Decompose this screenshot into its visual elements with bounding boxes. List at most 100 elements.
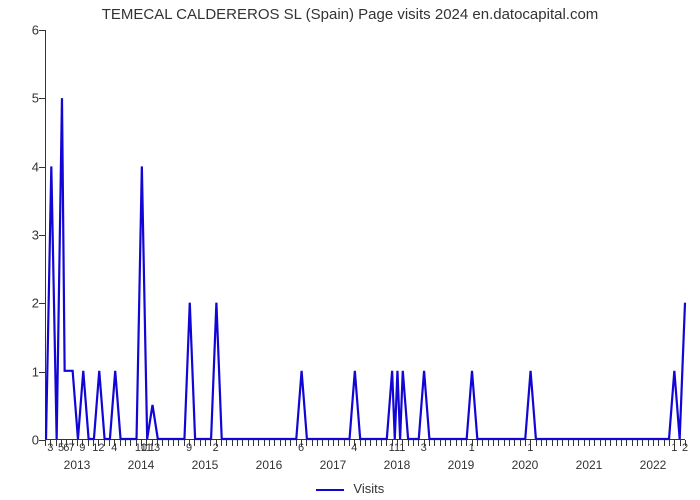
- x-minor-tick: [296, 440, 297, 446]
- x-minor-tick: [557, 440, 558, 446]
- x-minor-tick: [605, 440, 606, 446]
- x-point-label: 7: [69, 442, 75, 454]
- x-minor-tick: [130, 440, 131, 446]
- x-minor-tick: [285, 440, 286, 446]
- x-minor-tick: [514, 440, 515, 446]
- x-minor-tick: [600, 440, 601, 446]
- x-point-label: 1: [527, 442, 533, 454]
- x-minor-tick: [498, 440, 499, 446]
- y-tick-label: 2: [32, 296, 39, 311]
- x-minor-tick: [381, 440, 382, 446]
- x-point-label: 2: [682, 442, 688, 454]
- x-year-label: 2018: [384, 458, 411, 472]
- x-minor-tick: [77, 440, 78, 446]
- x-minor-tick: [418, 440, 419, 446]
- x-year-label: 2020: [512, 458, 539, 472]
- x-minor-tick: [445, 440, 446, 446]
- x-minor-tick: [408, 440, 409, 446]
- x-year-label: 2014: [128, 458, 155, 472]
- x-minor-tick: [338, 440, 339, 446]
- x-minor-tick: [642, 440, 643, 446]
- x-point-label: 9: [186, 442, 192, 454]
- y-tick-label: 1: [32, 364, 39, 379]
- x-minor-tick: [109, 440, 110, 446]
- x-point-label: 1: [671, 442, 677, 454]
- line-svg: [46, 30, 685, 439]
- x-minor-tick: [205, 440, 206, 446]
- x-minor-tick: [456, 440, 457, 446]
- x-point-label: 3: [421, 442, 427, 454]
- x-minor-tick: [194, 440, 195, 446]
- x-minor-tick: [509, 440, 510, 446]
- x-minor-tick: [258, 440, 259, 446]
- x-minor-tick: [376, 440, 377, 446]
- x-minor-tick: [125, 440, 126, 446]
- visits-line-chart: TEMECAL CALDEREROS SL (Spain) Page visit…: [0, 0, 700, 500]
- x-minor-tick: [584, 440, 585, 446]
- x-minor-tick: [237, 440, 238, 446]
- x-minor-tick: [493, 440, 494, 446]
- x-minor-tick: [562, 440, 563, 446]
- x-minor-tick: [306, 440, 307, 446]
- legend: Visits: [0, 481, 700, 496]
- y-tick-label: 0: [32, 433, 39, 448]
- x-year-label: 2015: [192, 458, 219, 472]
- x-year-label: 2016: [256, 458, 283, 472]
- legend-label: Visits: [353, 481, 384, 496]
- y-tick-label: 3: [32, 228, 39, 243]
- x-minor-tick: [242, 440, 243, 446]
- x-minor-tick: [210, 440, 211, 446]
- x-minor-tick: [658, 440, 659, 446]
- x-minor-tick: [632, 440, 633, 446]
- x-minor-tick: [520, 440, 521, 446]
- x-point-label: 6: [298, 442, 304, 454]
- x-minor-tick: [568, 440, 569, 446]
- y-tick: [39, 30, 45, 31]
- x-minor-tick: [349, 440, 350, 446]
- x-minor-tick: [434, 440, 435, 446]
- x-minor-tick: [616, 440, 617, 446]
- x-minor-tick: [429, 440, 430, 446]
- x-minor-tick: [440, 440, 441, 446]
- x-minor-tick: [573, 440, 574, 446]
- x-minor-tick: [648, 440, 649, 446]
- x-minor-tick: [226, 440, 227, 446]
- x-point-label: 3: [47, 442, 53, 454]
- x-minor-tick: [328, 440, 329, 446]
- x-minor-tick: [461, 440, 462, 446]
- plot-area: [45, 30, 685, 440]
- x-minor-tick: [482, 440, 483, 446]
- x-minor-tick: [589, 440, 590, 446]
- x-minor-tick: [626, 440, 627, 446]
- x-minor-tick: [248, 440, 249, 446]
- x-minor-tick: [56, 440, 57, 446]
- x-minor-tick: [269, 440, 270, 446]
- x-minor-tick: [680, 440, 681, 446]
- x-minor-tick: [45, 440, 46, 446]
- x-point-label: 9: [79, 442, 85, 454]
- x-point-label: 3: [154, 442, 160, 454]
- x-minor-tick: [280, 440, 281, 446]
- x-minor-tick: [344, 440, 345, 446]
- chart-title: TEMECAL CALDEREROS SL (Spain) Page visit…: [0, 6, 700, 23]
- x-minor-tick: [88, 440, 89, 446]
- x-minor-tick: [578, 440, 579, 446]
- x-minor-tick: [168, 440, 169, 446]
- y-tick: [39, 372, 45, 373]
- x-minor-tick: [413, 440, 414, 446]
- x-minor-tick: [274, 440, 275, 446]
- x-point-label: 4: [111, 442, 117, 454]
- x-year-label: 2019: [448, 458, 475, 472]
- x-minor-tick: [536, 440, 537, 446]
- y-tick: [39, 235, 45, 236]
- x-minor-tick: [264, 440, 265, 446]
- x-year-label: 2013: [64, 458, 91, 472]
- x-minor-tick: [450, 440, 451, 446]
- x-minor-tick: [541, 440, 542, 446]
- x-year-label: 2022: [640, 458, 667, 472]
- y-tick-label: 6: [32, 23, 39, 38]
- x-point-label: 1: [399, 442, 405, 454]
- x-point-label: 2: [213, 442, 219, 454]
- y-tick: [39, 303, 45, 304]
- x-minor-tick: [594, 440, 595, 446]
